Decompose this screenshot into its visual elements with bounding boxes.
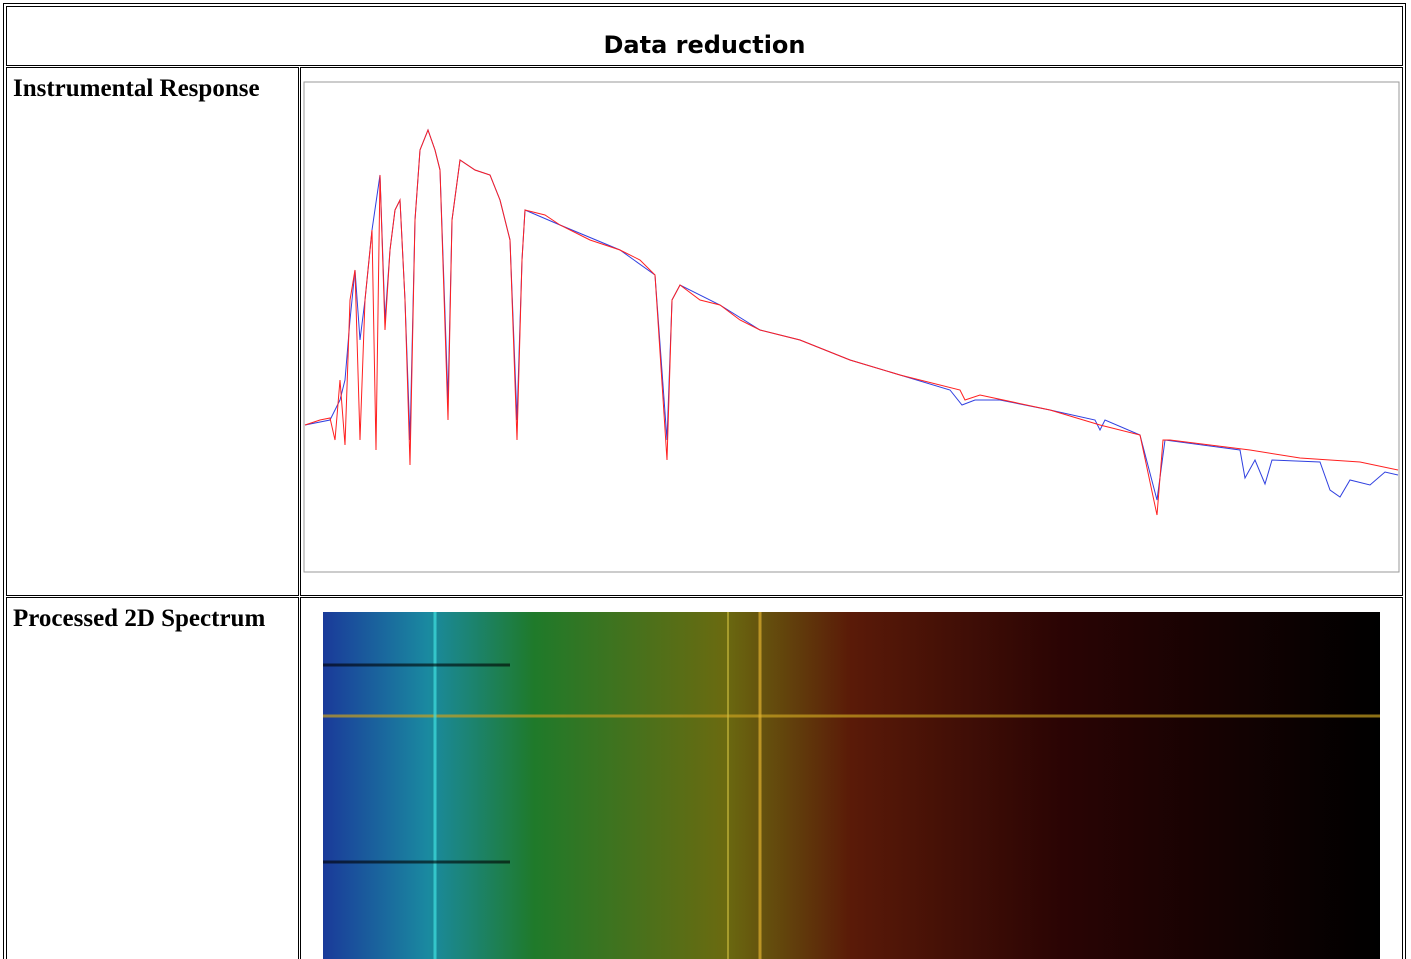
table-title: Data reduction	[6, 6, 1403, 66]
row-label: Instrumental Response	[13, 75, 260, 102]
spectrum-2d-image	[323, 612, 1380, 959]
row-label-cell: Instrumental Response	[6, 67, 299, 596]
image-cell	[300, 597, 1403, 959]
row-label-cell: Processed 2D Spectrum	[6, 597, 299, 959]
image-cell	[300, 67, 1403, 596]
plot-image	[303, 81, 1400, 573]
row-label: Processed 2D Spectrum	[13, 605, 266, 632]
table-frame	[3, 3, 1406, 959]
spectrum-red	[304, 128, 1399, 516]
